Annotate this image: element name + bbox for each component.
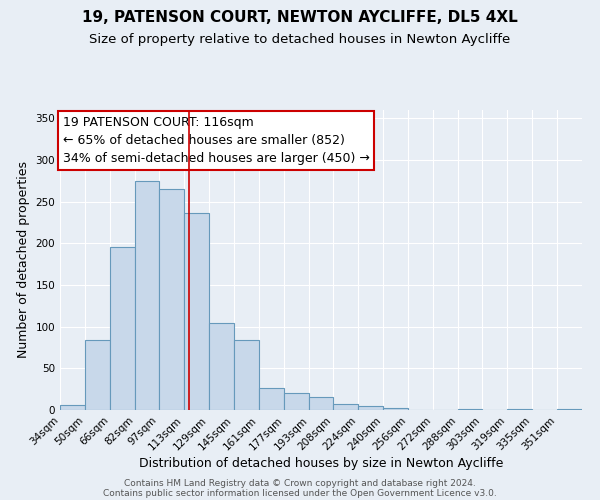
Bar [284,394,309,410]
Bar [507,409,532,410]
Text: 19 PATENSON COURT: 116sqm
← 65% of detached houses are smaller (852)
34% of semi: 19 PATENSON COURT: 116sqm ← 65% of detac… [62,116,370,165]
Bar [110,246,135,410]
Text: 19, PATENSON COURT, NEWTON AYCLIFFE, DL5 4XL: 19, PATENSON COURT, NEWTON AYCLIFFE, DL5… [82,10,518,25]
Bar [333,404,358,410]
Bar [209,324,234,410]
Bar [159,189,184,410]
Bar [85,340,110,410]
Text: Size of property relative to detached houses in Newton Aycliffe: Size of property relative to detached ho… [89,32,511,46]
X-axis label: Distribution of detached houses by size in Newton Aycliffe: Distribution of detached houses by size … [139,458,503,470]
Bar [234,340,259,410]
Bar [383,408,408,410]
Bar [458,409,482,410]
Y-axis label: Number of detached properties: Number of detached properties [17,162,30,358]
Bar [557,409,582,410]
Text: Contains public sector information licensed under the Open Government Licence v3: Contains public sector information licen… [103,488,497,498]
Bar [184,214,209,410]
Text: Contains HM Land Registry data © Crown copyright and database right 2024.: Contains HM Land Registry data © Crown c… [124,478,476,488]
Bar [358,406,383,410]
Bar [135,181,159,410]
Bar [309,396,333,410]
Bar [259,388,284,410]
Bar [60,405,85,410]
